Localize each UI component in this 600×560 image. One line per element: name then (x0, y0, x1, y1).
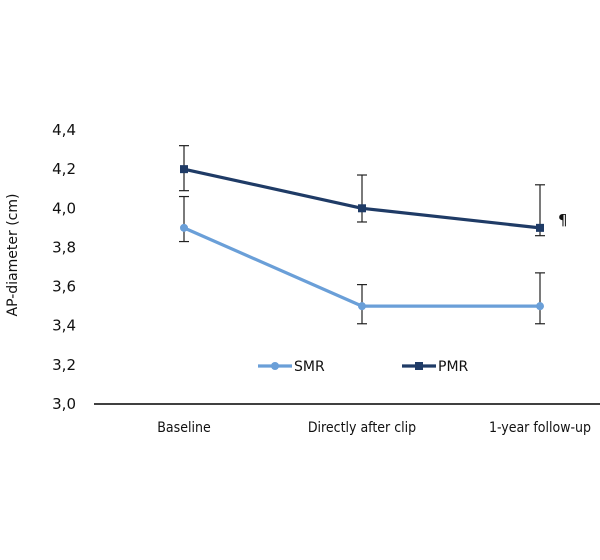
data-point-pmr (536, 223, 544, 232)
y-tick-label: 3,2 (52, 356, 76, 374)
data-point-pmr (358, 204, 366, 213)
y-tick-labels: 3,0 3,2 3,4 3,6 3,8 4,0 4,2 4,4 (52, 121, 76, 413)
significance-annotation: ¶ (558, 211, 568, 229)
x-tick-label: 1-year follow-up (489, 420, 591, 436)
legend-marker (271, 362, 279, 370)
y-tick-label: 3,4 (52, 317, 76, 335)
error-bars (179, 145, 545, 325)
x-tick-labels: Baseline Directly after clip 1-year follow… (157, 420, 591, 436)
series-markers (180, 165, 544, 311)
y-tick-label: 4,2 (52, 160, 76, 178)
y-tick-label: 4,4 (52, 121, 76, 139)
legend-label-smr: SMR (294, 359, 325, 375)
y-tick-label: 3,6 (52, 278, 76, 296)
y-tick-label: 3,8 (52, 238, 76, 256)
data-point-smr (180, 223, 188, 232)
legend-marker (415, 362, 423, 370)
data-point-smr (536, 302, 544, 311)
legend: SMR PMR (258, 359, 469, 375)
data-point-pmr (180, 165, 188, 174)
legend-label-pmr: PMR (438, 359, 469, 375)
x-tick-label: Baseline (157, 420, 211, 436)
data-point-smr (358, 302, 366, 311)
y-tick-label: 3,0 (52, 395, 76, 413)
x-tick-label: Directly after clip (308, 420, 416, 436)
y-tick-label: 4,0 (52, 199, 76, 217)
y-axis-label: AP-diameter (cm) (5, 194, 21, 317)
